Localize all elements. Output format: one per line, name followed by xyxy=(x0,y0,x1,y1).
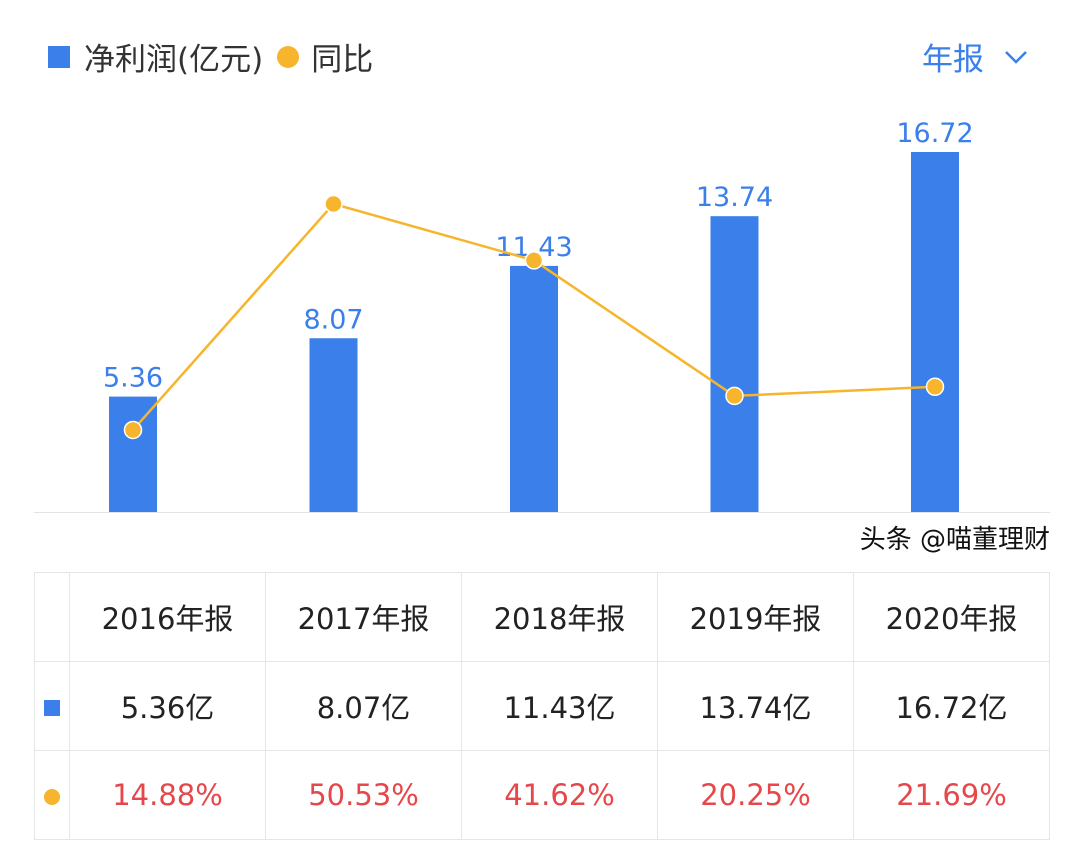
yoy-cell: 41.62% xyxy=(461,750,658,840)
period-value: 年报 xyxy=(922,42,984,78)
profit-cell: 8.07亿 xyxy=(265,661,462,751)
bar-legend-swatch xyxy=(48,45,70,68)
yoy-point xyxy=(925,377,945,397)
line-dot-icon xyxy=(44,789,60,805)
yoy-cell: 20.25% xyxy=(657,750,854,840)
table-row-yoy: 14.88% 50.53% 41.62% 20.25% 21.69% xyxy=(34,750,1050,840)
bar-value-label: 5.36 xyxy=(103,363,163,394)
bar xyxy=(510,265,558,512)
header-cell: 2016年报 xyxy=(69,572,266,662)
bar xyxy=(911,152,959,512)
bar xyxy=(710,216,759,512)
table-row-profit: 5.36亿 8.07亿 11.43亿 13.74亿 16.72亿 xyxy=(34,661,1050,751)
period-dropdown[interactable]: 年报 xyxy=(922,34,1028,79)
empty-cell xyxy=(34,572,70,662)
bar-row-marker xyxy=(34,661,70,751)
line-legend-label: 同比 xyxy=(311,42,374,78)
header-cell: 2017年报 xyxy=(265,572,462,662)
profit-cell: 5.36亿 xyxy=(69,661,266,751)
yoy-point xyxy=(725,386,744,406)
bar-square-icon xyxy=(44,700,60,716)
bar-value-label: 13.74 xyxy=(696,182,773,213)
yoy-point xyxy=(324,194,343,214)
bar-legend-label: 净利润(亿元) xyxy=(84,42,264,78)
yoy-cell: 50.53% xyxy=(265,750,462,840)
bar xyxy=(309,338,358,512)
watermark: 头条 @喵董理财 xyxy=(859,525,1050,555)
yoy-point xyxy=(524,251,544,270)
profit-cell: 16.72亿 xyxy=(853,661,1050,751)
yoy-cell: 21.69% xyxy=(853,750,1050,840)
header-cell: 2019年报 xyxy=(657,572,854,662)
table-header-row: 2016年报 2017年报 2018年报 2019年报 2020年报 xyxy=(34,572,1050,662)
bar xyxy=(109,396,157,512)
profit-cell: 13.74亿 xyxy=(657,661,854,751)
yoy-cell: 14.88% xyxy=(69,750,266,840)
line-legend-swatch xyxy=(277,45,300,68)
data-table: 2016年报 2017年报 2018年报 2019年报 2020年报 5.36亿… xyxy=(34,572,1050,840)
yoy-point xyxy=(123,420,143,440)
bar-value-label: 8.07 xyxy=(303,304,363,335)
chevron-down-icon xyxy=(1005,50,1027,64)
profit-cell: 11.43亿 xyxy=(461,661,658,751)
line-row-marker xyxy=(34,750,70,840)
header-cell: 2020年报 xyxy=(853,572,1050,662)
legend: 净利润(亿元) 同比 xyxy=(48,34,373,79)
header-cell: 2018年报 xyxy=(461,572,658,662)
bar-value-label: 16.72 xyxy=(896,118,973,149)
